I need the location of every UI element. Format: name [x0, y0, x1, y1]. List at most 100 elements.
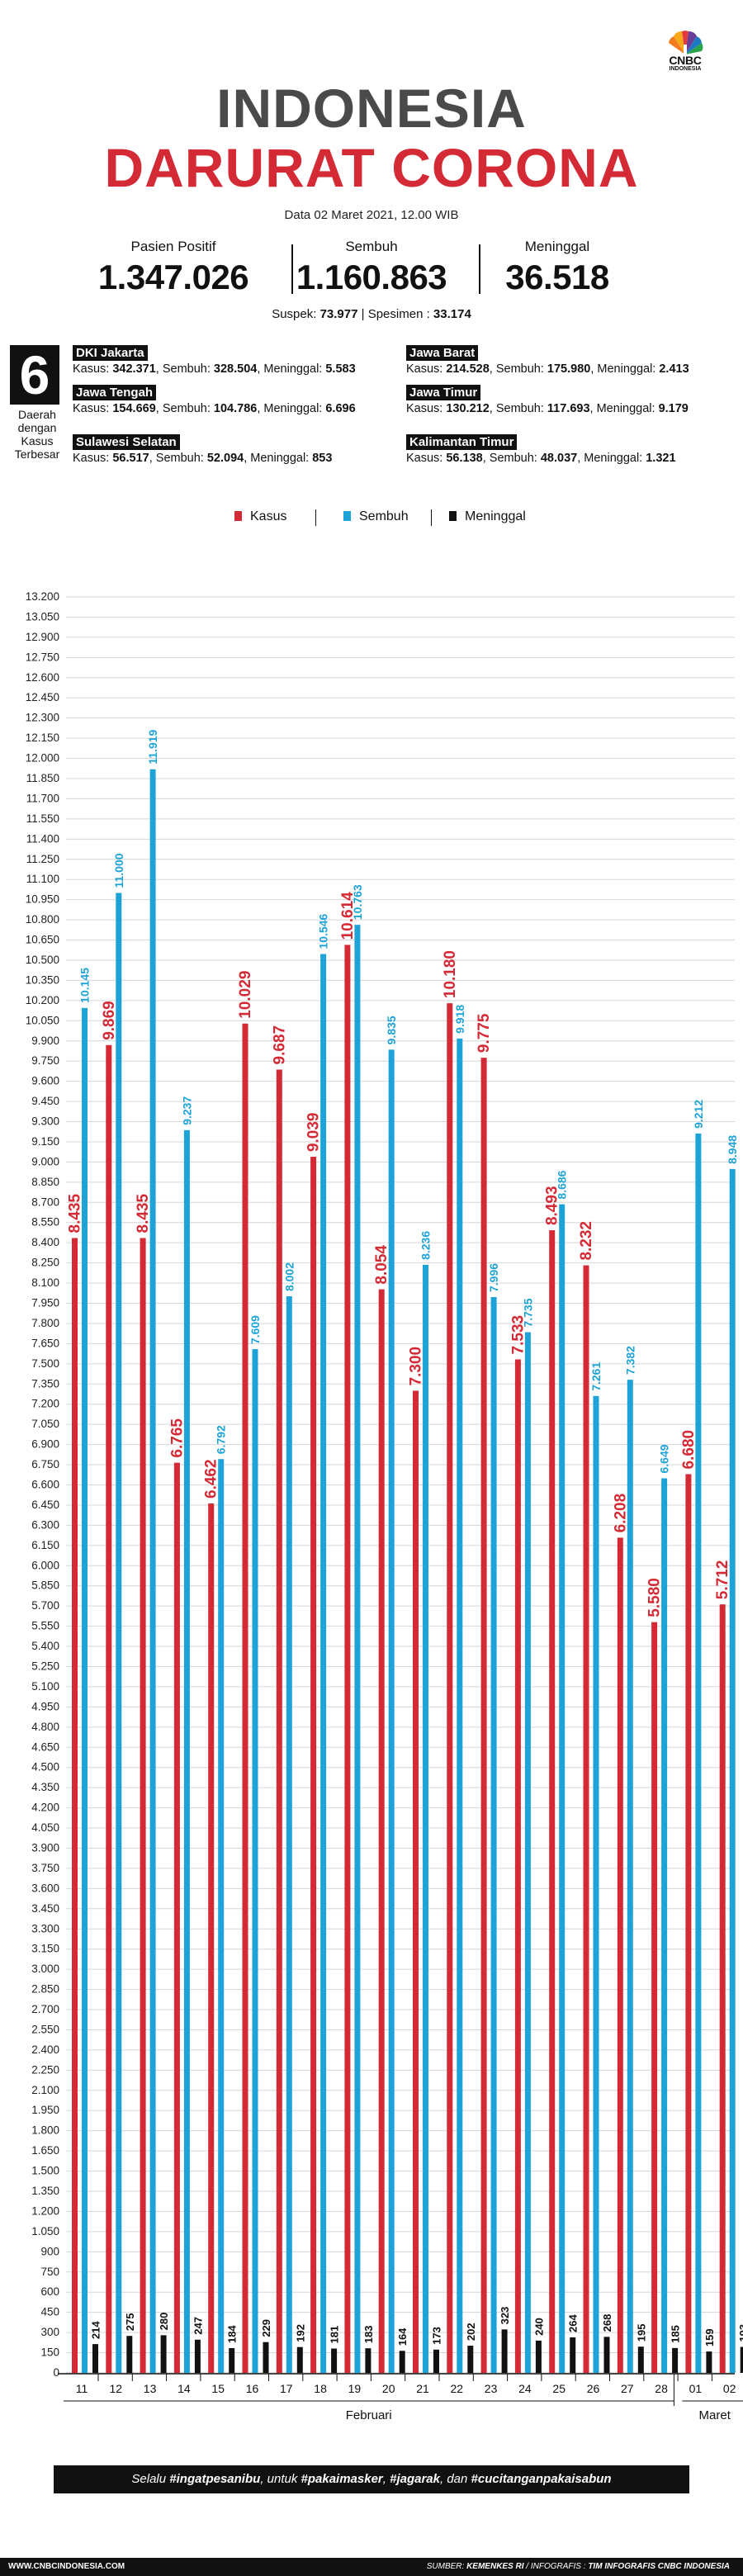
slogan-text: , untuk	[260, 2472, 301, 2486]
bar-meninggal	[740, 2346, 743, 2373]
stat-label: Meninggal	[524, 239, 590, 254]
y-tick-label: 4.200	[31, 1802, 59, 1814]
y-tick-label: 6.450	[31, 1499, 59, 1511]
region-item: Kalimantan Timur Kasus: 56.138, Sembuh: 4…	[406, 434, 743, 466]
y-tick-label: 12.600	[26, 671, 59, 684]
sembuh-value: 52.094	[206, 452, 244, 465]
region-name: Kalimantan Timur	[406, 434, 518, 450]
y-tick-label: 5.700	[31, 1599, 59, 1612]
bar-value-label: 181	[329, 2326, 341, 2344]
bar-sembuh	[593, 1395, 599, 2373]
y-tick-label: 7.950	[31, 1297, 59, 1309]
bar-meninggal	[399, 2351, 405, 2373]
stat-label: Sembuh	[345, 239, 398, 254]
legend-label: Meninggal	[465, 509, 526, 523]
y-tick-label: 2.550	[31, 2023, 59, 2035]
suspek-separator: |	[361, 307, 365, 321]
y-tick-label: 9.000	[31, 1155, 59, 1167]
bar-meninggal	[535, 2340, 542, 2373]
y-tick-label: 7.500	[31, 1357, 59, 1370]
bar-value-label: 6.649	[658, 1444, 671, 1473]
meninggal-value: 2.413	[659, 362, 689, 376]
bar-sembuh	[661, 1478, 668, 2373]
y-tick-label: 11.550	[26, 812, 59, 825]
bar-value-label: 8.493	[544, 1186, 561, 1225]
bar-value-label: 9.039	[305, 1113, 323, 1153]
bar-value-label: 184	[226, 2325, 239, 2343]
legend-item-meninggal: Meninggal	[449, 507, 526, 527]
bar-sembuh	[524, 1332, 531, 2373]
legend-item-sembuh: Sembuh	[343, 507, 409, 527]
y-tick-label: 10.500	[26, 954, 59, 966]
bar-kasus	[617, 1537, 623, 2373]
slogan-text: , dan	[440, 2472, 471, 2486]
meninggal-label: , Meninggal:	[244, 452, 313, 465]
bar-sembuh	[354, 925, 361, 2373]
x-tick-label: 13	[144, 2382, 157, 2395]
bar-value-label: 229	[260, 2319, 272, 2337]
y-tick-label: 7.650	[31, 1337, 59, 1349]
region-name: Jawa Barat	[406, 345, 479, 361]
bar-meninggal	[467, 2346, 474, 2373]
footer-source: SUMBER: KEMENKES RI / INFOGRAFIS : TIM I…	[427, 2558, 730, 2576]
y-tick-label: 6.150	[31, 1539, 59, 1551]
y-tick-label: 9.150	[31, 1135, 59, 1148]
y-tick-label: 9.450	[31, 1095, 59, 1107]
y-tick-label: 8.100	[31, 1276, 59, 1289]
kasus-label: Kasus:	[406, 362, 447, 376]
sembuh-label: , Sembuh:	[155, 402, 214, 415]
y-tick-label: 1.950	[31, 2104, 59, 2116]
stat-sembuh: Sembuh 1.160.863	[281, 238, 462, 299]
bar-value-label: 275	[124, 2313, 136, 2331]
x-tick-label: 28	[655, 2382, 668, 2395]
y-tick-label: 3.300	[31, 1922, 59, 1934]
bar-sembuh	[252, 1349, 258, 2373]
bar-sembuh	[457, 1038, 463, 2373]
y-tick-label: 7.350	[31, 1377, 59, 1390]
bar-value-label: 280	[158, 2313, 170, 2331]
date-line: Data 02 Maret 2021, 12.00 WIB	[284, 208, 459, 222]
kasus-value: 56.517	[112, 452, 149, 465]
bar-sembuh	[218, 1459, 225, 2373]
logo-subtext: INDONESIA	[669, 66, 702, 72]
bar-kasus	[106, 1044, 112, 2373]
meninggal-value: 5.583	[325, 362, 356, 376]
region-item: DKI Jakarta Kasus: 342.371, Sembuh: 328.5…	[73, 345, 419, 377]
footer-bar: WWW.CNBCINDONESIA.COM SUMBER: KEMENKES R…	[0, 2558, 743, 2576]
kasus-value: 130.212	[446, 402, 490, 415]
source-label: SUMBER:	[426, 2562, 467, 2571]
bar-sembuh	[183, 1129, 190, 2373]
bar-value-label: 7.533	[509, 1315, 527, 1355]
bar-sembuh	[116, 893, 122, 2373]
cnbc-logo: CNBC INDONESIA	[652, 30, 718, 88]
y-tick-label: 2.100	[31, 2084, 59, 2096]
meninggal-label: , Meninggal:	[589, 402, 659, 415]
bar-value-label: 183	[362, 2325, 375, 2343]
y-tick-label: 150	[40, 2346, 59, 2359]
bar-kasus	[549, 1230, 556, 2373]
meninggal-value: 6.696	[325, 402, 356, 415]
y-tick-label: 11.100	[26, 873, 59, 885]
bar-value-label: 10.180	[442, 950, 459, 998]
stat-label: Pasien Positif	[130, 239, 216, 254]
region-item: Jawa Barat Kasus: 214.528, Sembuh: 175.98…	[406, 345, 743, 377]
y-tick-label: 300	[40, 2326, 59, 2338]
bar-meninggal	[296, 2346, 303, 2373]
x-tick-label: 12	[110, 2382, 123, 2395]
y-tick-label: 8.700	[31, 1196, 59, 1208]
bar-value-label: 7.261	[589, 1362, 603, 1391]
region-stats: Kasus: 342.371, Sembuh: 328.504, Meningg…	[73, 362, 419, 377]
bar-meninggal	[194, 2339, 201, 2373]
kasus-value: 56.138	[446, 452, 483, 465]
bar-sembuh	[695, 1133, 702, 2373]
y-tick-label: 8.550	[31, 1216, 59, 1229]
y-tick-label: 2.700	[31, 2003, 59, 2015]
sembuh-label: , Sembuh:	[155, 362, 214, 376]
y-tick-label: 6.000	[31, 1559, 59, 1571]
bar-kasus	[480, 1058, 487, 2373]
bar-kasus	[378, 1289, 385, 2373]
bar-value-label: 7.609	[248, 1315, 262, 1344]
bar-value-label: 8.435	[67, 1193, 84, 1233]
y-tick-label: 3.750	[31, 1862, 59, 1874]
bar-value-label: 7.300	[408, 1347, 425, 1386]
